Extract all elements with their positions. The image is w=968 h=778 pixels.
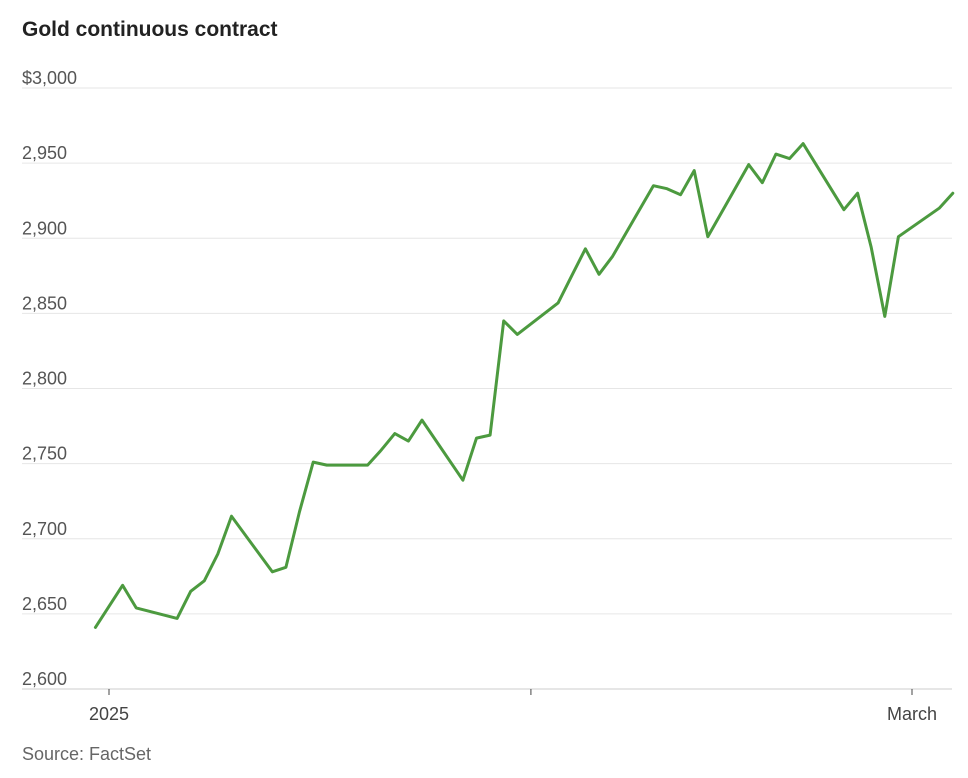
y-axis-labels: $3,000 2,950 2,900 2,850 2,800 2,750 2,700 2,65… (22, 68, 77, 689)
x-tick-label: 2025 (89, 704, 129, 724)
y-tick-label: 2,650 (22, 594, 67, 614)
y-tick-label: 2,900 (22, 218, 67, 238)
y-tick-label: 2,700 (22, 519, 67, 539)
chart-title: Gold continuous contract (22, 18, 278, 41)
y-tick-label: 2,800 (22, 369, 67, 389)
x-tick-label: March (887, 704, 937, 724)
series-line (93, 142, 955, 629)
source-note: Source: FactSet (22, 744, 152, 764)
y-tick-label: $3,000 (22, 68, 77, 88)
x-axis: 2025 March (89, 689, 937, 724)
series-group (93, 142, 955, 629)
y-tick-label: 2,950 (22, 143, 67, 163)
y-tick-label: 2,600 (22, 669, 67, 689)
grid-lines (22, 87, 952, 690)
y-tick-label: 2,850 (22, 293, 67, 313)
y-tick-label: 2,750 (22, 444, 67, 464)
